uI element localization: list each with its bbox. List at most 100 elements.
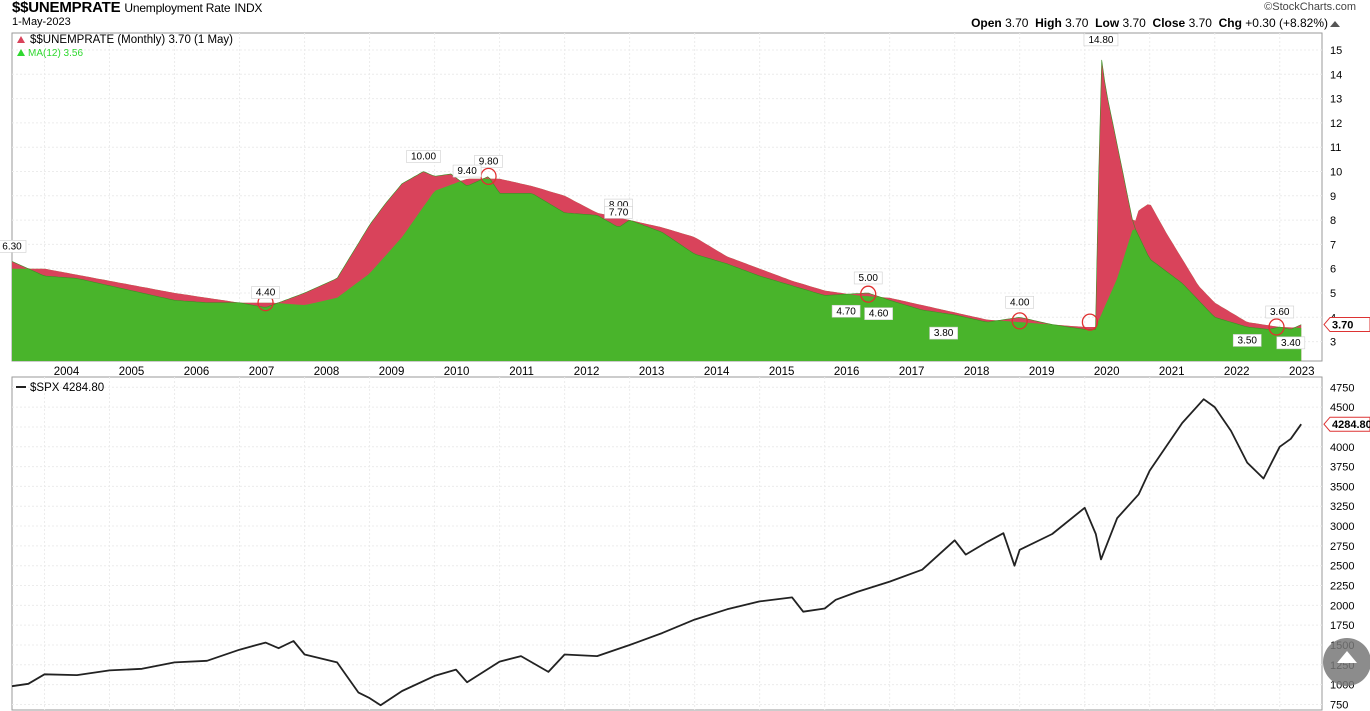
value-label-box xyxy=(1265,305,1295,319)
x-tick-label: 2022 xyxy=(1224,366,1250,378)
y-tick-label: 13 xyxy=(1330,94,1342,106)
y-tick-label: 9 xyxy=(1330,191,1336,203)
y-tick-label: 2250 xyxy=(1330,581,1354,593)
value-label: 3.80 xyxy=(934,328,954,339)
value-label: 7.70 xyxy=(609,207,629,218)
x-tick-label: 2011 xyxy=(509,366,534,378)
value-label-box xyxy=(864,307,893,320)
y-tick-label: 4500 xyxy=(1330,402,1354,414)
collapse-header-icon[interactable] xyxy=(1330,21,1340,27)
value-label-box xyxy=(1276,336,1306,350)
chg-value: +0.30 (+8.82%) xyxy=(1245,16,1328,30)
x-tick-label: 2008 xyxy=(314,366,340,378)
y-tick-label: 4000 xyxy=(1330,442,1354,454)
value-label: 9.40 xyxy=(457,166,477,177)
value-label-box xyxy=(1005,295,1034,309)
y-tick-label: 750 xyxy=(1330,699,1348,711)
value-label: 14.80 xyxy=(1088,35,1113,46)
x-tick-label: 2012 xyxy=(574,366,600,378)
y-tick-label: 3250 xyxy=(1330,501,1354,513)
highlight-circle xyxy=(860,285,877,303)
high-label: High xyxy=(1035,16,1062,30)
unemprate-legend-icon xyxy=(17,36,25,43)
y-tick-label: 2750 xyxy=(1330,541,1354,553)
highlight-circle xyxy=(1268,318,1285,336)
x-tick-label: 2016 xyxy=(834,366,860,378)
value-label-box xyxy=(604,206,633,219)
y-tick-label: 4750 xyxy=(1330,382,1354,394)
y-tick-label: 6 xyxy=(1330,264,1336,276)
value-label-box xyxy=(406,150,441,163)
value-label: 3.60 xyxy=(1270,307,1290,318)
value-label: 4.60 xyxy=(869,309,889,320)
y-tick-label: 3750 xyxy=(1330,462,1354,474)
brand-watermark: ©StockCharts.com xyxy=(1264,1,1356,13)
value-label-box xyxy=(1083,33,1119,47)
value-label-box xyxy=(853,271,883,285)
y-tick-label: 14 xyxy=(1330,69,1342,81)
low-value: 3.70 xyxy=(1122,16,1146,30)
y-tick-label: 3000 xyxy=(1330,521,1354,533)
x-tick-label: 2018 xyxy=(964,366,990,378)
low-label: Low xyxy=(1095,16,1120,30)
y-tick-label: 12 xyxy=(1330,118,1342,130)
x-tick-label: 2010 xyxy=(444,366,470,378)
ma-legend-icon xyxy=(17,49,25,56)
value-label-box xyxy=(474,155,503,168)
value-label: 5.00 xyxy=(858,273,878,284)
value-label: 10.00 xyxy=(411,151,436,162)
unemprate-area xyxy=(12,178,1302,361)
open-value: 3.70 xyxy=(1005,16,1029,30)
spx-last-value: 4284.80 xyxy=(1332,419,1370,431)
high-value: 3.70 xyxy=(1065,16,1089,30)
value-label: 8.00 xyxy=(609,200,629,211)
x-tick-label: 2007 xyxy=(249,366,275,378)
chart-date: 1-May-2023 xyxy=(12,16,71,28)
value-label-box xyxy=(1232,334,1262,347)
x-tick-label: 2023 xyxy=(1289,366,1315,378)
scroll-to-top-button[interactable] xyxy=(1323,638,1370,686)
highlight-circle xyxy=(1011,312,1028,330)
value-label: 3.40 xyxy=(1281,338,1301,349)
unemprate-last-value: 3.70 xyxy=(1332,320,1353,332)
legend-spx: $SPX 4284.80 xyxy=(30,382,104,394)
value-label: 6.30 xyxy=(2,241,22,252)
value-label-box xyxy=(929,326,958,340)
chg-label: Chg xyxy=(1218,16,1242,30)
y-tick-label: 5 xyxy=(1330,288,1336,300)
value-label: 3.50 xyxy=(1238,335,1258,346)
value-label-box xyxy=(251,286,280,299)
ohlc-readout: Open 3.70 High 3.70 Low 3.70 Close 3.70 … xyxy=(971,16,1328,30)
close-label: Close xyxy=(1152,16,1186,30)
y-tick-label: 8 xyxy=(1330,215,1336,227)
value-label: 4.70 xyxy=(836,306,856,317)
x-tick-label: 2013 xyxy=(639,366,665,378)
bottom-legend: $SPX 4284.80 xyxy=(16,382,104,394)
symbol: $$UNEMPRATE xyxy=(12,0,121,16)
x-tick-label: 2017 xyxy=(899,366,925,378)
value-label-box xyxy=(0,240,27,253)
arrow-up-icon xyxy=(1337,651,1357,663)
exchange: INDX xyxy=(234,1,263,15)
x-tick-label: 2014 xyxy=(704,366,730,378)
top-legend: $$UNEMPRATE (Monthly) 3.70 (1 May) MA(12… xyxy=(17,34,233,59)
value-label-box xyxy=(452,164,482,178)
y-tick-label: 11 xyxy=(1330,142,1341,154)
value-label-box xyxy=(831,304,861,318)
y-tick-label: 2000 xyxy=(1330,600,1354,612)
unemprate-last-value-box xyxy=(1323,317,1370,333)
y-tick-label: 2500 xyxy=(1330,561,1354,573)
legend-ma: MA(12) 3.56 xyxy=(28,48,83,59)
value-label: 4.40 xyxy=(256,288,276,299)
y-tick-label: 3500 xyxy=(1330,481,1354,493)
spx-line xyxy=(11,398,1302,707)
x-tick-label: 2020 xyxy=(1094,366,1120,378)
above-ma-area xyxy=(12,59,1302,362)
y-tick-label: 3 xyxy=(1330,337,1336,349)
highlight-circle xyxy=(1081,313,1099,331)
chart-header: $$UNEMPRATE Unemployment Rate INDX 1-May-2… xyxy=(0,0,1370,34)
chart-title: $$UNEMPRATE Unemployment Rate INDX xyxy=(12,0,262,16)
x-tick-label: 2005 xyxy=(119,366,145,378)
x-tick-label: 2015 xyxy=(769,366,795,378)
